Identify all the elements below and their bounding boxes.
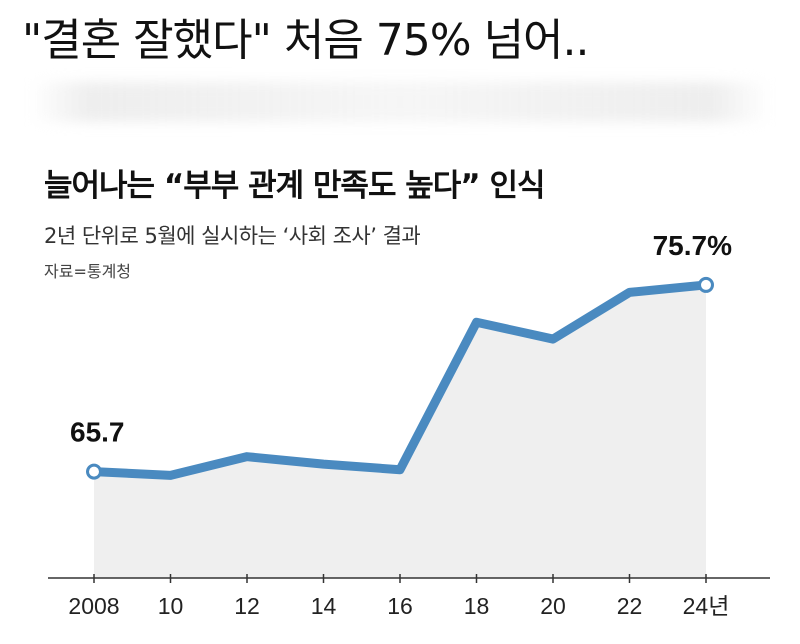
series-line [89, 280, 711, 480]
chart-subtitle: 2년 단위로 5월에 실시하는 ‘사회 조사’ 결과 [44, 224, 421, 248]
blurred-text-strip [30, 82, 770, 122]
x-tick-label: 12 [234, 593, 260, 619]
x-tick-label: 18 [464, 593, 490, 619]
x-tick-label: 22 [617, 593, 643, 619]
data-label: 75.7% [653, 230, 732, 261]
x-tick-label: 2008 [68, 593, 119, 619]
x-tick-label: 20 [540, 593, 566, 619]
data-point [86, 463, 102, 480]
area-fill [94, 284, 706, 578]
x-tick-label: 14 [311, 593, 337, 619]
chart-source: 자료=통계청 [44, 262, 132, 281]
chart-title: 늘어나는 “부부 관계 만족도 높다” 인식 [44, 168, 546, 204]
data-label: 65.7 [70, 417, 125, 448]
x-tick-label: 16 [387, 593, 413, 619]
headline: "결혼 잘했다" 처음 75% 넘어.. [22, 15, 590, 66]
data-point [698, 276, 714, 293]
x-tick-label: 24년 [683, 593, 730, 619]
x-tick-label: 10 [158, 593, 184, 619]
